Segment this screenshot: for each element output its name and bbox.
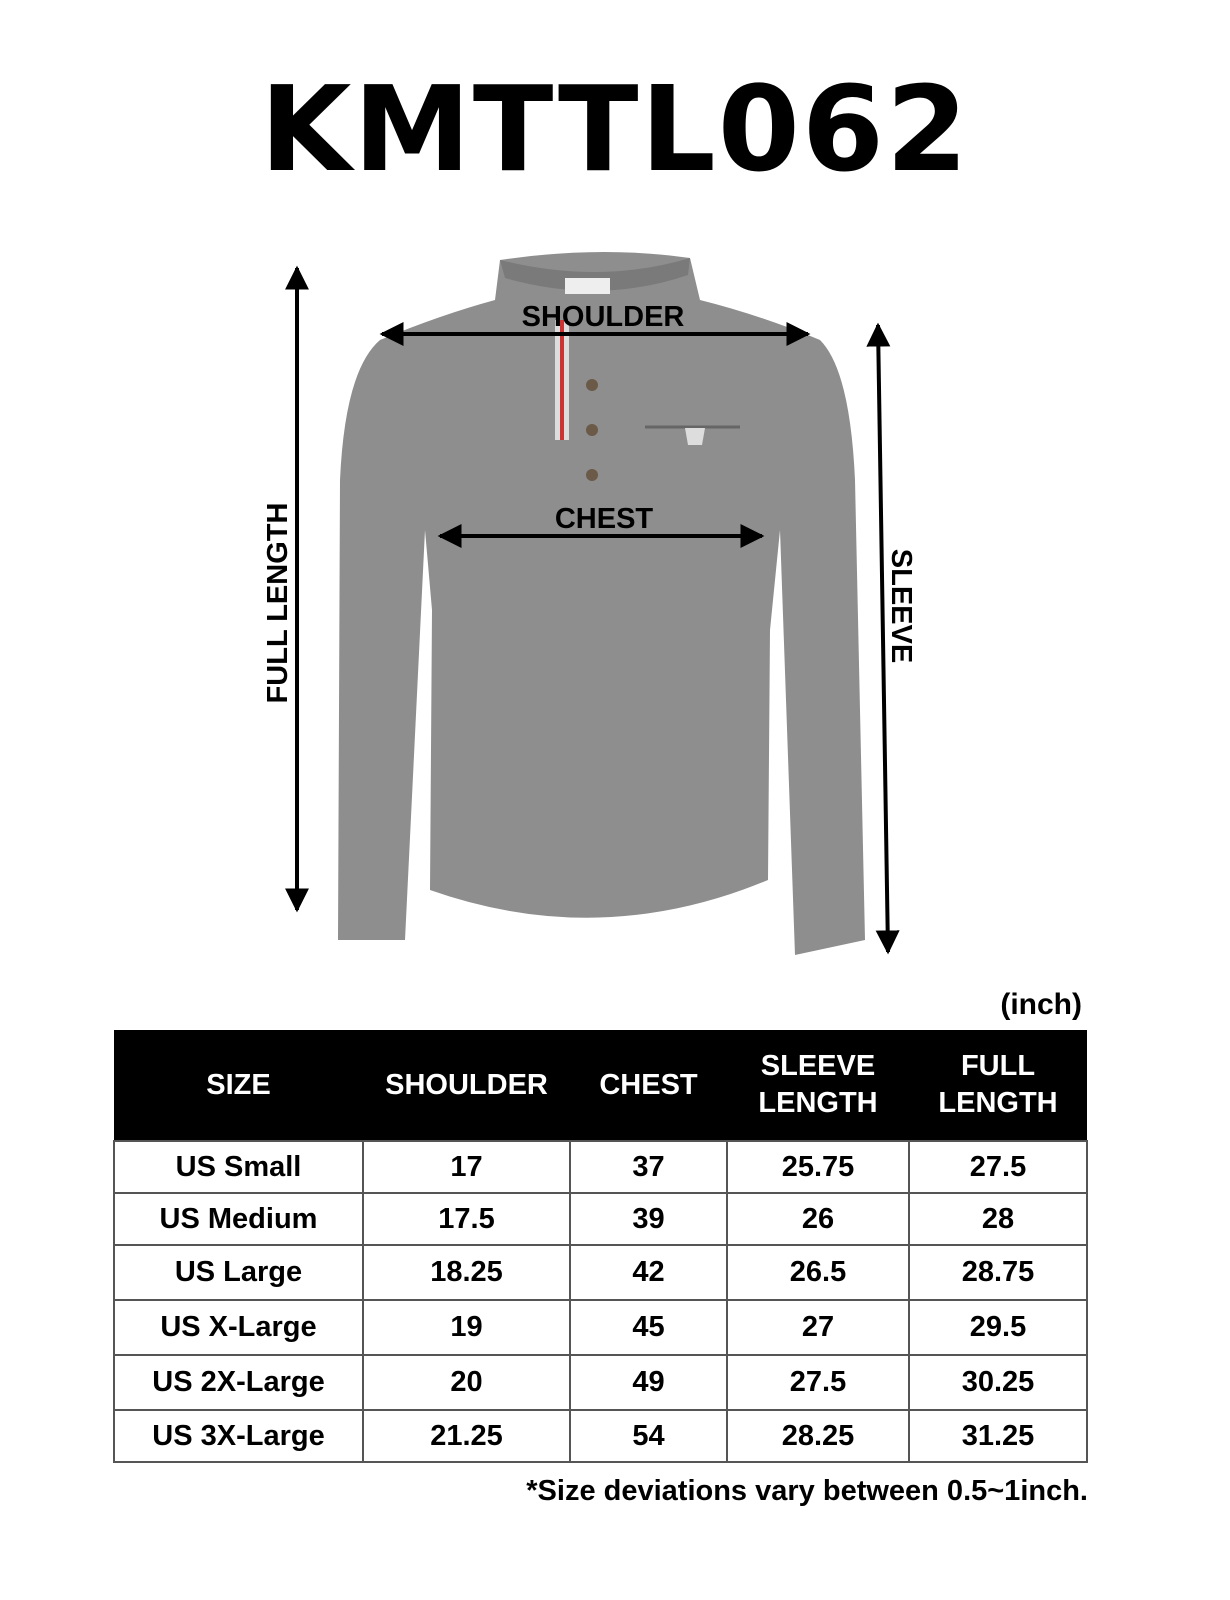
sleeve-label: SLEEVE <box>885 549 917 663</box>
measurement-cell: 45 <box>569 1299 728 1356</box>
table-row: US Small 17 37 25.75 27.5 <box>113 1140 1088 1194</box>
measurement-cell: 39 <box>569 1192 728 1246</box>
measurement-cell: 28.75 <box>908 1244 1088 1301</box>
measurement-cell: 28.25 <box>726 1409 910 1463</box>
shirt-image <box>338 251 865 955</box>
measurement-cell: 29.5 <box>908 1299 1088 1356</box>
measurement-cell: 25.75 <box>726 1140 910 1194</box>
measurement-cell: 27.5 <box>908 1140 1088 1194</box>
column-header-line: SHOULDER <box>385 1068 548 1101</box>
measurement-cell: 27.5 <box>726 1354 910 1411</box>
column-header-line: LENGTH <box>758 1087 878 1119</box>
column-header: SHOULDER <box>363 1030 570 1141</box>
measurement-cell: 37 <box>569 1140 728 1194</box>
size-cell: US Small <box>113 1140 364 1194</box>
column-header-line: LENGTH <box>938 1087 1058 1119</box>
table-row: US X-Large 19 45 27 29.5 <box>113 1299 1088 1356</box>
measurement-cell: 26 <box>726 1192 910 1246</box>
size-cell: US X-Large <box>113 1299 364 1356</box>
column-header-line: SLEEVE <box>760 1050 876 1082</box>
full-length-label: FULL LENGTH <box>262 503 294 704</box>
column-header: CHEST <box>570 1030 727 1141</box>
size-cell: US 3X-Large <box>113 1409 364 1463</box>
table-header-row: SIZE SHOULDER CHEST SLEEVE LENGTH FULL LENGTH <box>114 1030 1087 1141</box>
measurement-cell: 17.5 <box>362 1192 571 1246</box>
product-code-title: KMTTL062 <box>259 60 971 198</box>
sleeve-arrow <box>866 322 900 955</box>
size-table: SIZE SHOULDER CHEST SLEEVE LENGTH FULL LENGTH … <box>113 1030 1088 1463</box>
measurement-cell: 31.25 <box>908 1409 1088 1463</box>
size-cell: US Medium <box>113 1192 364 1246</box>
unit-label: (inch) <box>1000 988 1082 1021</box>
shoulder-label: SHOULDER <box>522 301 685 333</box>
measurement-cell: 49 <box>569 1354 728 1411</box>
measurement-cell: 30.25 <box>908 1354 1088 1411</box>
table-row: US 3X-Large 21.25 54 28.25 31.25 <box>113 1409 1088 1463</box>
column-header-line: CHEST <box>599 1068 698 1101</box>
measurement-cell: 27 <box>726 1299 910 1356</box>
measurement-cell: 54 <box>569 1409 728 1463</box>
column-header-line: FULL <box>960 1050 1036 1082</box>
column-header: FULL LENGTH <box>909 1030 1087 1141</box>
column-header: SLEEVE LENGTH <box>727 1030 909 1141</box>
measurement-cell: 28 <box>908 1192 1088 1246</box>
size-diagram: SHOULDER CHEST FULL LENGTH SLEEVE <box>262 251 917 955</box>
size-cell: US 2X-Large <box>113 1354 364 1411</box>
measurement-cell: 42 <box>569 1244 728 1301</box>
measurement-cell: 26.5 <box>726 1244 910 1301</box>
measurement-cell: 18.25 <box>362 1244 571 1301</box>
measurement-cell: 19 <box>362 1299 571 1356</box>
column-header: SIZE <box>114 1030 363 1141</box>
column-header-line: SIZE <box>206 1068 271 1101</box>
table-row: US 2X-Large 20 49 27.5 30.25 <box>113 1354 1088 1411</box>
measurement-cell: 20 <box>362 1354 571 1411</box>
table-row: US Medium 17.5 39 26 28 <box>113 1192 1088 1246</box>
table-row: US Large 18.25 42 26.5 28.75 <box>113 1244 1088 1301</box>
measurement-cell: 21.25 <box>362 1409 571 1463</box>
chest-label: CHEST <box>555 503 654 535</box>
size-deviation-note: *Size deviations vary between 0.5~1inch. <box>526 1475 1088 1507</box>
size-cell: US Large <box>113 1244 364 1301</box>
measurement-cell: 17 <box>362 1140 571 1194</box>
